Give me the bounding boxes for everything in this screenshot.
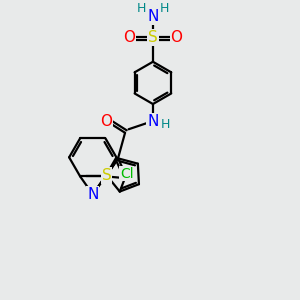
Text: H: H: [160, 118, 170, 131]
Text: S: S: [102, 168, 112, 183]
Text: N: N: [147, 9, 159, 24]
Text: O: O: [100, 113, 112, 128]
Text: Cl: Cl: [120, 167, 134, 181]
Text: N: N: [87, 187, 98, 202]
Text: N: N: [147, 113, 159, 128]
Text: O: O: [124, 30, 136, 45]
Text: O: O: [170, 30, 182, 45]
Text: H: H: [159, 2, 169, 15]
Text: S: S: [148, 30, 158, 45]
Text: H: H: [137, 2, 146, 15]
